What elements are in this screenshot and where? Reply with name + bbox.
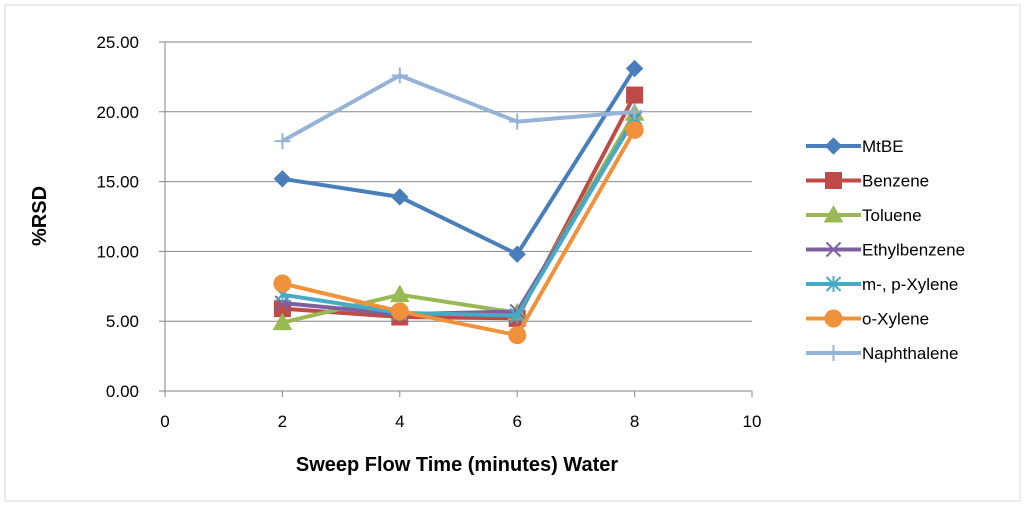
legend-label-toluene: Toluene bbox=[862, 206, 922, 225]
series-lines bbox=[272, 59, 645, 345]
axes: 0.00 5.00 10.00 15.00 20.00 25.00 0 2 4 6 8 10 bbox=[96, 33, 761, 431]
series-line-mtbe bbox=[282, 67, 637, 257]
data-point-mtbe bbox=[391, 188, 409, 206]
legend-label-benzene: Benzene bbox=[862, 172, 929, 191]
legend-item-mtbe: MtBE bbox=[806, 137, 904, 156]
series-mtbe bbox=[273, 59, 644, 263]
x-tick-label: 6 bbox=[512, 412, 521, 431]
legend-label-naphthalene: Naphthalene bbox=[862, 344, 958, 363]
series-line-o-xylene bbox=[281, 128, 637, 338]
legend-item-m-p-xylene: m-, p-Xylene bbox=[806, 275, 958, 294]
data-point-o-xylene bbox=[390, 302, 409, 321]
legend-item-naphthalene: Naphthalene bbox=[806, 344, 958, 363]
y-axis-title: %RSD bbox=[29, 186, 51, 246]
legend-label-m-p-xylene: m-, p-Xylene bbox=[862, 275, 958, 294]
data-point-toluene bbox=[389, 284, 410, 303]
data-point-m-p-xylene bbox=[509, 307, 525, 324]
x-axis-title: Sweep Flow Time (minutes) Water bbox=[296, 454, 618, 476]
data-point-legend-ethylbenzene bbox=[825, 241, 842, 258]
series-naphthalene bbox=[274, 67, 643, 150]
data-point-legend-toluene bbox=[823, 204, 844, 223]
legend-label-o-xylene: o-Xylene bbox=[862, 310, 929, 329]
legend-item-o-xylene: o-Xylene bbox=[806, 309, 929, 329]
data-point-o-xylene bbox=[625, 120, 644, 139]
y-tick-label: 25.00 bbox=[96, 33, 139, 52]
data-point-legend-naphthalene bbox=[825, 345, 842, 361]
series-line-m-p-xylene bbox=[282, 116, 637, 318]
data-point-legend-benzene bbox=[825, 172, 842, 189]
legend-item-ethylbenzene: Ethylbenzene bbox=[806, 241, 965, 260]
x-tick-label: 8 bbox=[630, 412, 639, 431]
data-point-toluene bbox=[272, 312, 293, 331]
data-point-mtbe bbox=[508, 245, 526, 263]
legend-item-benzene: Benzene bbox=[806, 172, 929, 191]
y-tick-label: 10.00 bbox=[96, 242, 139, 261]
data-point-mtbe bbox=[273, 170, 292, 188]
data-point-mtbe bbox=[625, 59, 644, 78]
y-tick-label: 5.00 bbox=[106, 312, 139, 331]
legend-label-mtbe: MtBE bbox=[862, 137, 904, 156]
data-point-legend-m-p-xylene bbox=[825, 276, 842, 292]
series-line-benzene bbox=[282, 94, 637, 321]
series-line-naphthalene bbox=[281, 73, 635, 143]
legend-item-toluene: Toluene bbox=[806, 204, 922, 225]
data-point-naphthalene bbox=[626, 103, 643, 120]
data-point-naphthalene bbox=[274, 133, 291, 150]
data-point-benzene bbox=[626, 86, 644, 104]
y-tick-label: 0.00 bbox=[106, 382, 139, 401]
x-tick-label: 2 bbox=[278, 412, 287, 431]
data-point-naphthalene bbox=[509, 113, 526, 130]
y-tick-label: 20.00 bbox=[96, 103, 139, 122]
x-tick-label: 4 bbox=[395, 412, 404, 431]
gridlines bbox=[165, 41, 752, 322]
x-tick-label: 10 bbox=[743, 412, 762, 431]
data-point-legend-mtbe bbox=[824, 137, 843, 155]
legend-label-ethylbenzene: Ethylbenzene bbox=[862, 241, 965, 260]
legend: MtBE Benzene Toluene Ethylbenzene m-, p-Xyle… bbox=[806, 137, 965, 363]
data-point-legend-o-xylene bbox=[824, 309, 843, 328]
series-o-xylene bbox=[273, 120, 644, 345]
data-point-o-xylene bbox=[508, 326, 527, 345]
x-tick-label: 0 bbox=[160, 412, 169, 431]
data-point-o-xylene bbox=[273, 274, 292, 293]
data-point-naphthalene bbox=[391, 67, 408, 84]
y-tick-label: 15.00 bbox=[96, 173, 139, 192]
